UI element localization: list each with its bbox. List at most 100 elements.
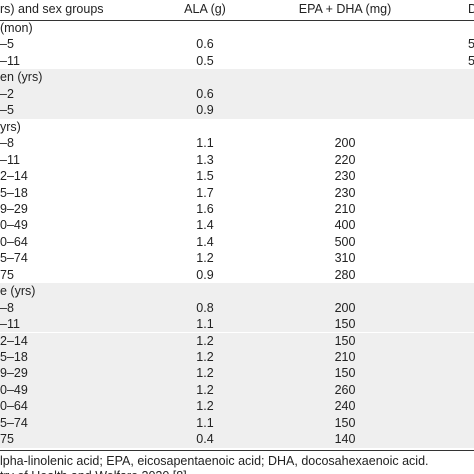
table-cell: 500 [334, 234, 356, 249]
table-row: 75 0.4 140 [0, 431, 474, 448]
table-cell: 1.2 [196, 251, 214, 266]
table-cell: 240 [334, 399, 356, 414]
table-cell: 1.2 [196, 350, 214, 364]
table-row: 9–29 1.2 150 [0, 365, 474, 382]
table-row: 5–74 1.2 310 [0, 250, 474, 266]
table-cell: 1.6 [196, 201, 214, 216]
table-cell: –2 [0, 86, 14, 101]
table-cell: 230 [334, 169, 356, 184]
table-cell: 0–64 [0, 234, 28, 249]
table-cell: 5–74 [0, 415, 28, 430]
table-row: –11 1.1 150 [0, 316, 474, 333]
table-cell: 0.9 [196, 103, 214, 118]
section-title: en (yrs) [0, 70, 43, 85]
header-cell: DH [468, 2, 474, 16]
table-cell: 0.6 [196, 37, 214, 52]
table-header: rs) and sex groups ALA (g) EPA + DHA (mg) D… [0, 0, 474, 21]
footnote: lpha-linolenic acid; EPA, eicosapentaeno… [0, 453, 429, 468]
table-cell: 9–29 [0, 201, 28, 216]
table-cell: 1.5 [196, 169, 214, 184]
table-cell: 260 [334, 382, 356, 397]
table-cell: –11 [0, 152, 20, 167]
table-row: 5–74 1.1 150 [0, 414, 474, 432]
table-cell: 9–29 [0, 366, 28, 381]
section-title: (mon) [0, 21, 33, 35]
footnote: try of Health and Welfare 2020 [8] [0, 469, 187, 474]
table-cell: 1.1 [196, 317, 214, 332]
table-cell: 5–18 [0, 350, 28, 364]
table-cell: –8 [0, 136, 14, 151]
table-row: 5–18 1.7 230 [0, 185, 474, 201]
table-cell: 150 [334, 366, 356, 381]
table-cell: 1.7 [196, 185, 214, 200]
section-title: yrs) [0, 119, 21, 134]
table-row: –2 0.6 [0, 85, 474, 103]
table-cell: 2–14 [0, 333, 28, 348]
table-row: 75 0.9 280 [0, 267, 474, 283]
header-cell: ALA (g) [184, 2, 226, 16]
section-title-row: e (yrs) [0, 283, 474, 300]
table-cell: 150 [334, 333, 356, 348]
table-cell: 1.4 [196, 218, 214, 233]
section-title: e (yrs) [0, 284, 36, 299]
table-cell: 5–18 [0, 185, 28, 200]
table-cell: 400 [334, 218, 356, 233]
table-row: 0–49 1.2 260 [0, 381, 474, 399]
table-row: –5 0.9 [0, 102, 474, 119]
table-cell: 0.6 [196, 86, 214, 101]
table-row: 9–29 1.6 210 [0, 201, 474, 217]
table-cell: 150 [334, 415, 356, 430]
table-cell: –5 [0, 37, 14, 52]
table-cell: 75 [0, 267, 14, 282]
table-cell: 2–14 [0, 169, 28, 184]
table-cell: 1.2 [196, 333, 214, 348]
header-cell: rs) and sex groups [0, 2, 104, 16]
table-row: –8 1.1 200 [0, 135, 474, 151]
table-cell: 220 [334, 152, 356, 167]
table-bottom-rule [0, 449, 474, 451]
table-row: 0–64 1.4 500 [0, 234, 474, 250]
table-cell: 280 [334, 267, 356, 282]
table-cell: –8 [0, 300, 14, 315]
header-cell: EPA + DHA (mg) [298, 2, 392, 16]
table-row: 0–49 1.4 400 [0, 217, 474, 233]
table-cell: 1.4 [196, 234, 214, 249]
table-cell: 0–64 [0, 399, 28, 414]
table-cell: 0.4 [196, 432, 214, 447]
table-cell: 0–49 [0, 218, 28, 233]
table-cell: –5 [0, 103, 14, 118]
table-cell: 0.9 [196, 267, 214, 282]
table-cell: 310 [334, 251, 356, 266]
table-row: –11 1.3 220 [0, 152, 474, 168]
table-cell: 0–49 [0, 382, 28, 397]
table-cell: 1.1 [196, 136, 214, 151]
table-cell: 0.5 [196, 53, 214, 68]
table-cell: 1.1 [196, 415, 214, 430]
table-cell: 210 [334, 350, 356, 364]
table-cell: 150 [334, 317, 356, 332]
table-row: 2–14 1.5 230 [0, 168, 474, 184]
table-row: 2–14 1.2 150 [0, 332, 474, 349]
table-row: –8 0.8 200 [0, 299, 474, 317]
table-cell: 0.8 [196, 300, 214, 315]
section-title-row: en (yrs) [0, 69, 474, 86]
table-cell: 1.2 [196, 382, 214, 397]
table-cell: 1.2 [196, 366, 214, 381]
table-cell: 75 [0, 432, 14, 447]
table-row: –11 0.5 5 [0, 53, 474, 69]
table-row: 5–18 1.2 210 [0, 349, 474, 366]
table-cell: 140 [334, 432, 356, 447]
table-cell: –11 [0, 317, 20, 332]
table-cell: 5 [468, 37, 474, 52]
table-cell: 200 [334, 136, 356, 151]
table-cell: 210 [334, 201, 356, 216]
table-cell: 1.3 [196, 152, 214, 167]
table-row: 0–64 1.2 240 [0, 398, 474, 415]
table-cell: 5 [468, 53, 474, 68]
table-cell: –11 [0, 53, 20, 68]
section-title-row: (mon) [0, 20, 474, 36]
table-cell: 200 [334, 300, 356, 315]
section-title-row: yrs) [0, 119, 474, 135]
table-cell: 1.2 [196, 399, 214, 414]
